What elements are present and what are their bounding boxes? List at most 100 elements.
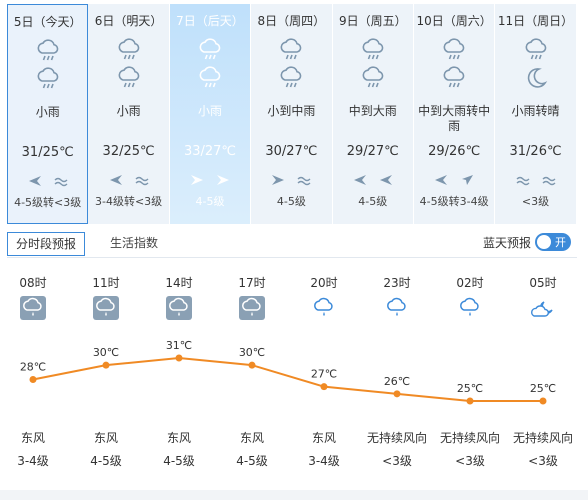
bottom-bar: [0, 490, 588, 500]
hour-time: 11时: [92, 276, 119, 290]
day-wind-icons: [88, 171, 168, 186]
hour-time: 05时: [529, 276, 556, 290]
day-weather-icons: [8, 39, 87, 95]
hour-wind-level: <3级: [382, 454, 412, 468]
breeze-icon: [541, 171, 557, 186]
hour-time: 14时: [165, 276, 192, 290]
day-wind-level: <3级: [521, 195, 550, 208]
wind-arrow-left-icon: [352, 171, 368, 185]
day-weather-icons: [414, 38, 494, 94]
wind-arrow-left-icon: [27, 172, 43, 186]
day-card[interactable]: 5日（今天） 小雨 31/25℃ 4-5级转<3级: [7, 4, 89, 224]
day-wind-icons: [414, 171, 494, 185]
temperature-point: [393, 390, 401, 398]
bluesky-toggle[interactable]: 开: [535, 233, 571, 251]
day-wind-icons: [333, 171, 413, 185]
rain-cloud-icon: [387, 297, 406, 316]
hour-wind-direction: 东风: [240, 431, 264, 445]
day-weather-desc: 小雨转晴: [511, 104, 560, 118]
rain-icon: [197, 66, 223, 90]
tab-life-index[interactable]: 生活指数: [110, 236, 159, 250]
day-weather-desc: 中到大雨: [348, 104, 397, 118]
temperature-label: 25℃: [457, 382, 483, 395]
hourly-forecast: 08时 28℃ 东风 3-4级 11时 30℃ 东风 4-5级 14时 31℃ 东风 4-5级 17时 3…: [0, 262, 588, 490]
day-date: 10日（周六）: [416, 14, 492, 28]
moon-icon: [523, 66, 549, 90]
seven-day-forecast: 5日（今天） 小雨 31/25℃ 4-5级转<3级 6日（明天） 小雨 32/25℃ 3-4级…: [7, 4, 577, 224]
day-date: 5日（今天）: [13, 15, 82, 29]
day-wind-level: 3-4级转<3级: [94, 195, 163, 208]
day-card[interactable]: 10日（周六） 中到大雨转中雨 29/26℃ 4-5级转3-4级: [413, 4, 496, 224]
rain-icon: [35, 39, 61, 63]
wind-arrow-up-right-icon: [459, 171, 475, 185]
rain-icon: [116, 66, 142, 90]
forecast-tab-bar: 分时段预报 生活指数 蓝天预报 开: [7, 230, 577, 258]
day-card[interactable]: 8日（周四） 小到中雨 30/27℃ 4-5级: [251, 4, 333, 224]
day-wind-level: 4-5级: [276, 195, 306, 208]
day-wind-icons: [251, 171, 331, 186]
day-date: 8日（周四）: [257, 14, 326, 28]
hour-wind-direction: 东风: [94, 431, 118, 445]
day-temperature: 33/27℃: [183, 144, 237, 159]
hour-wind-direction: 东风: [312, 431, 336, 445]
breeze-icon: [134, 171, 150, 186]
wind-arrow-right-icon: [270, 171, 286, 185]
day-temperature: 31/26℃: [509, 144, 562, 159]
wind-arrow-right-icon: [189, 171, 205, 185]
rain-cloud-boxed-icon: [239, 296, 265, 320]
day-weather-desc: 小雨: [35, 105, 60, 119]
day-temperature: 30/27℃: [265, 144, 318, 159]
day-card[interactable]: 11日（周日） 小雨转晴 31/26℃ <3级: [495, 4, 577, 224]
day-weather-desc: 小雨: [197, 104, 222, 118]
day-wind-level: 4-5级转<3级: [14, 196, 82, 209]
day-temperature: 29/27℃: [346, 144, 399, 159]
breeze-icon: [296, 171, 312, 186]
bluesky-forecast-label: 蓝天预报: [482, 236, 531, 250]
hour-time: 20时: [310, 276, 337, 290]
wind-arrow-left-icon: [433, 171, 449, 185]
rain-icon: [441, 66, 467, 90]
temperature-point: [539, 397, 547, 405]
tab-hourly-forecast[interactable]: 分时段预报: [7, 232, 86, 256]
day-wind-level: 4-5级: [195, 195, 225, 208]
breeze-icon: [515, 171, 531, 186]
temperature-label: 31℃: [166, 339, 192, 352]
rain-icon: [278, 38, 304, 62]
day-wind-level: 4-5级转3-4级: [419, 195, 489, 208]
rain-cloud-boxed-icon: [93, 296, 119, 320]
hour-wind-level: <3级: [528, 454, 558, 468]
hour-time: 17时: [238, 276, 265, 290]
rain-icon: [35, 67, 61, 91]
hour-wind-direction: 东风: [167, 431, 191, 445]
temperature-point: [466, 397, 474, 405]
hour-wind-level: 4-5级: [236, 454, 268, 468]
hour-time: 08时: [19, 276, 46, 290]
hour-time: 23时: [383, 276, 410, 290]
hourly-forecast-chart: 08时 28℃ 东风 3-4级 11时 30℃ 东风 4-5级 14时 31℃ 东风 4-5级 17时 3…: [17, 276, 573, 468]
temperature-point: [248, 361, 256, 369]
day-card[interactable]: 9日（周五） 中到大雨 29/27℃ 4-5级: [332, 4, 414, 224]
day-date: 7日（后天）: [176, 14, 244, 28]
hour-wind-direction: 东风: [21, 431, 45, 445]
hour-wind-level: 4-5级: [163, 454, 195, 468]
day-card[interactable]: 6日（明天） 小雨 32/25℃ 3-4级转<3级: [88, 4, 170, 224]
toggle-knob: [537, 235, 551, 249]
day-card[interactable]: 7日（后天） 小雨 33/27℃ 4-5级: [169, 4, 252, 224]
day-temperature: 31/25℃: [21, 145, 74, 160]
rain-cloud-icon: [460, 297, 479, 316]
rain-icon: [441, 38, 467, 62]
day-wind-icons: [170, 171, 250, 185]
day-wind-level: 4-5级: [358, 195, 388, 208]
hour-time: 02时: [456, 276, 483, 290]
hour-wind-level: 3-4级: [308, 454, 340, 468]
day-date: 6日（明天）: [94, 14, 163, 28]
temperature-label: 28℃: [20, 361, 46, 374]
rain-icon: [523, 38, 549, 62]
hour-wind-direction: 无持续风向: [367, 430, 427, 445]
rain-cloud-boxed-icon: [166, 296, 192, 320]
rain-icon: [360, 66, 386, 90]
day-date: 11日（周日）: [497, 14, 574, 28]
temperature-label: 27℃: [311, 368, 337, 381]
wind-arrow-left-icon: [108, 171, 124, 185]
day-wind-icons: [495, 171, 575, 186]
